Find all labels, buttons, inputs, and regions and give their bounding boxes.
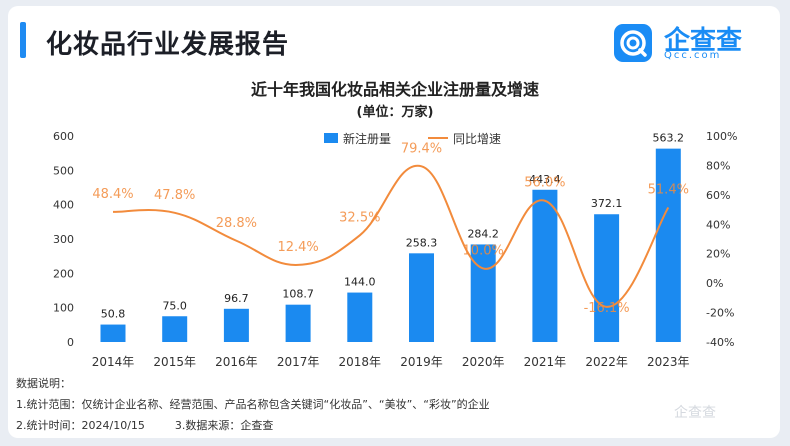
x-axis-tick-label: 2014年 xyxy=(92,355,135,369)
bar-value-label: 258.3 xyxy=(406,236,438,249)
brand-domain: Qcc.com xyxy=(664,50,722,61)
bar-2022年 xyxy=(594,214,620,342)
notes-time: 2.统计时间：2024/10/15 xyxy=(16,419,145,432)
growth-line xyxy=(112,164,670,308)
growth-value-label: 28.8% xyxy=(216,216,257,231)
growth-value-label: 56.0% xyxy=(524,176,565,191)
legend-bar-swatch xyxy=(324,133,338,143)
right-axis-tick-label: 80% xyxy=(706,159,730,172)
chart-legend: 新注册量 同比增速 xyxy=(324,131,501,146)
right-axis-tick-label: 100% xyxy=(706,130,737,143)
x-axis-tick-label: 2023年 xyxy=(647,355,690,369)
right-axis-tick-label: 40% xyxy=(706,218,730,231)
growth-value-label: 12.4% xyxy=(277,240,318,255)
bar-2021年 xyxy=(532,189,558,342)
left-axis-tick-label: 100 xyxy=(53,302,74,315)
x-axis-tick-label: 2020年 xyxy=(462,355,505,369)
left-axis-tick-label: 0 xyxy=(67,336,74,349)
bar-value-label: 144.0 xyxy=(344,276,376,289)
right-axis-tick-label: 60% xyxy=(706,189,730,202)
bar-value-label: 75.0 xyxy=(162,299,187,312)
x-axis-tick-label: 2017年 xyxy=(277,355,320,369)
left-y-axis: 0 100 200 300 400 500 600 xyxy=(53,130,74,349)
bar-value-label: 96.7 xyxy=(224,292,249,305)
notes-meta: 2.统计时间：2024/10/15 3.数据来源：企查查 xyxy=(16,415,490,436)
right-axis-tick-label: -40% xyxy=(706,336,734,349)
notes-heading: 数据说明： xyxy=(16,377,71,390)
right-axis-tick-label: -20% xyxy=(706,307,734,320)
growth-value-label: 47.8% xyxy=(154,188,195,203)
chart-subtitle: (单位：万家) xyxy=(357,104,434,120)
chart-title: 近十年我国化妆品相关企业注册量及增速 xyxy=(251,80,539,99)
x-axis-tick-label: 2018年 xyxy=(339,355,382,369)
bar-value-label: 372.1 xyxy=(591,197,623,210)
x-axis-tick-label: 2015年 xyxy=(153,355,196,369)
notes-source: 3.数据来源：企查查 xyxy=(174,419,274,432)
left-axis-tick-label: 300 xyxy=(53,233,74,246)
bar-2023年 xyxy=(655,148,681,342)
right-y-axis: -40% -20% 0% 20% 40% 60% 80% 100% xyxy=(706,130,737,349)
bar-value-label: 50.8 xyxy=(101,308,126,321)
right-axis-tick-label: 0% xyxy=(706,277,723,290)
bar-series: 50.8 75.0 96.7 108.7 144.0 258.3 284.2 443.4 372… xyxy=(100,132,685,342)
report-card xyxy=(8,6,780,438)
bar-2015年 xyxy=(162,316,188,342)
qcc-logo-icon xyxy=(614,24,652,62)
report-title: 化妆品行业发展报告 xyxy=(46,30,290,60)
left-axis-tick-label: 600 xyxy=(53,130,74,143)
bar-2016年 xyxy=(223,308,249,342)
growth-value-label: 79.4% xyxy=(401,141,442,156)
watermark: 企查查 xyxy=(674,405,716,421)
growth-line-series: 48.4% 47.8% 28.8% 12.4% 32.5% 79.4% 10.0% 56.0%… xyxy=(92,141,689,316)
right-axis-tick-label: 20% xyxy=(706,248,730,261)
left-axis-tick-label: 200 xyxy=(53,267,74,280)
title-accent-bar xyxy=(20,22,26,58)
x-axis-tick-label: 2019年 xyxy=(400,355,443,369)
notes-scope: 1.统计范围：仅统计企业名称、经营范围、产品名称包含关键词“化妆品”、“美妆”、… xyxy=(16,398,490,411)
legend-line-label: 同比增速 xyxy=(453,132,501,146)
legend-bar-label: 新注册量 xyxy=(343,131,391,146)
left-axis-tick-label: 500 xyxy=(53,164,74,177)
bar-2014年 xyxy=(100,324,126,342)
bar-2019年 xyxy=(409,253,434,342)
growth-value-label: 48.4% xyxy=(92,187,133,202)
growth-value-label: 51.4% xyxy=(648,183,689,198)
x-axis: 2014年 2015年 2016年 2017年 2018年 2019年 2020年 2021年… xyxy=(92,355,690,369)
left-axis-tick-label: 400 xyxy=(53,199,74,212)
x-axis-tick-label: 2021年 xyxy=(524,355,567,369)
growth-value-label: 32.5% xyxy=(339,210,380,225)
bar-value-label: 284.2 xyxy=(467,227,499,240)
x-axis-tick-label: 2022年 xyxy=(585,355,628,369)
brand-name: 企查查 xyxy=(664,26,743,56)
bar-2018年 xyxy=(347,292,373,342)
x-axis-tick-label: 2016年 xyxy=(215,355,258,369)
bar-2017年 xyxy=(285,304,311,342)
growth-value-label: 10.0% xyxy=(463,243,504,258)
bar-2020年 xyxy=(470,244,496,342)
bar-value-label: 108.7 xyxy=(282,288,314,301)
data-notes: 数据说明： 1.统计范围：仅统计企业名称、经营范围、产品名称包含关键词“化妆品”… xyxy=(16,373,490,436)
growth-value-label: -16.1% xyxy=(584,301,630,316)
bar-value-label: 563.2 xyxy=(653,132,685,145)
bar-value-label: 443.4 xyxy=(529,173,561,186)
